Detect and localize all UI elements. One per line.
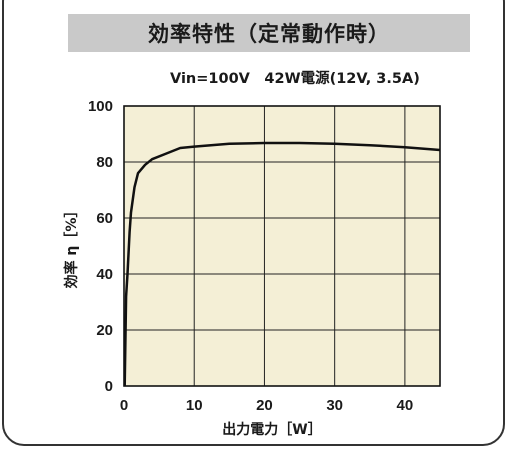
x-tick-label: 20 (256, 397, 273, 414)
tick-labels: 0 10 20 30 40 0 20 40 60 80 100 (88, 98, 413, 414)
y-tick-label: 20 (96, 322, 113, 339)
efficiency-curve (123, 141, 441, 387)
x-tick-label: 10 (186, 397, 203, 414)
y-axis-label: 効率 η［%］ (63, 204, 80, 289)
plot-area (124, 106, 440, 386)
y-tick-label: 0 (105, 378, 113, 395)
x-tick-label: 0 (120, 397, 128, 414)
chart-title: 効率特性（定常動作時） (148, 22, 390, 46)
plot-frame (123, 105, 441, 387)
y-tick-label: 100 (88, 98, 113, 115)
y-tick-label: 80 (96, 154, 113, 171)
x-axis-label: 出力電力［W］ (222, 421, 321, 438)
grid-lines (124, 106, 440, 386)
x-tick-label: 40 (397, 397, 414, 414)
chart-subtitle: Vin=100V 42W電源(12V, 3.5A) (170, 71, 420, 87)
x-tick-label: 30 (326, 397, 343, 414)
y-tick-label: 40 (96, 266, 113, 283)
y-tick-label: 60 (96, 210, 113, 227)
title-band: 効率特性（定常動作時） (68, 14, 470, 52)
